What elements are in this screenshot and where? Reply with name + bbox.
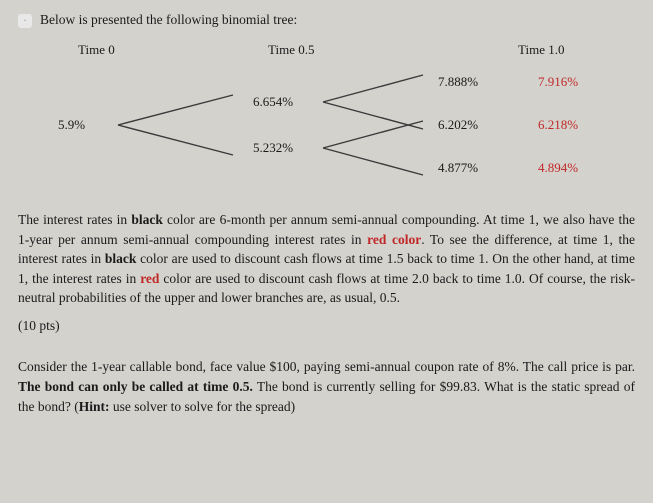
- intro-text: Below is presented the following binomia…: [40, 12, 297, 28]
- rate-t05-up: 6.654%: [253, 94, 293, 110]
- points-label: (10 pts): [18, 316, 635, 336]
- rate-t10-uu-red: 7.916%: [538, 74, 578, 90]
- header-time-0: Time 0: [78, 42, 115, 58]
- rate-t05-down: 5.232%: [253, 140, 293, 156]
- header-time-05: Time 0.5: [268, 42, 314, 58]
- p2-e: use solver to solve for the spread): [110, 399, 296, 414]
- p2-d: Hint:: [79, 399, 110, 414]
- paragraph-explanation: The interest rates in black color are 6-…: [18, 210, 635, 308]
- rate-t10-um: 6.202%: [438, 117, 478, 133]
- bullet-icon: ·: [18, 14, 32, 28]
- branch-05dn-to-10: [318, 116, 428, 180]
- p1-b: black: [131, 212, 163, 227]
- rate-t10-dd: 4.877%: [438, 160, 478, 176]
- branch-0-to-05: [113, 90, 238, 160]
- rate-t10-um-red: 6.218%: [538, 117, 578, 133]
- header-time-10: Time 1.0: [518, 42, 564, 58]
- p2-a: Consider the 1-year callable bond, face …: [18, 359, 635, 374]
- p1-h: red: [140, 271, 159, 286]
- paragraph-question: Consider the 1-year callable bond, face …: [18, 357, 635, 416]
- rate-t0: 5.9%: [58, 117, 85, 133]
- p2-b: The bond can only be called at time 0.5.: [18, 379, 253, 394]
- p1-f: black: [105, 251, 137, 266]
- rate-t10-dd-red: 4.894%: [538, 160, 578, 176]
- intro-row: · Below is presented the following binom…: [18, 12, 635, 28]
- p1-a: The interest rates in: [18, 212, 131, 227]
- binomial-tree: Time 0 Time 0.5 Time 1.0 5.9% 6.654% 5.2…: [18, 42, 635, 192]
- rate-t10-uu: 7.888%: [438, 74, 478, 90]
- p1-d: red color: [367, 232, 421, 247]
